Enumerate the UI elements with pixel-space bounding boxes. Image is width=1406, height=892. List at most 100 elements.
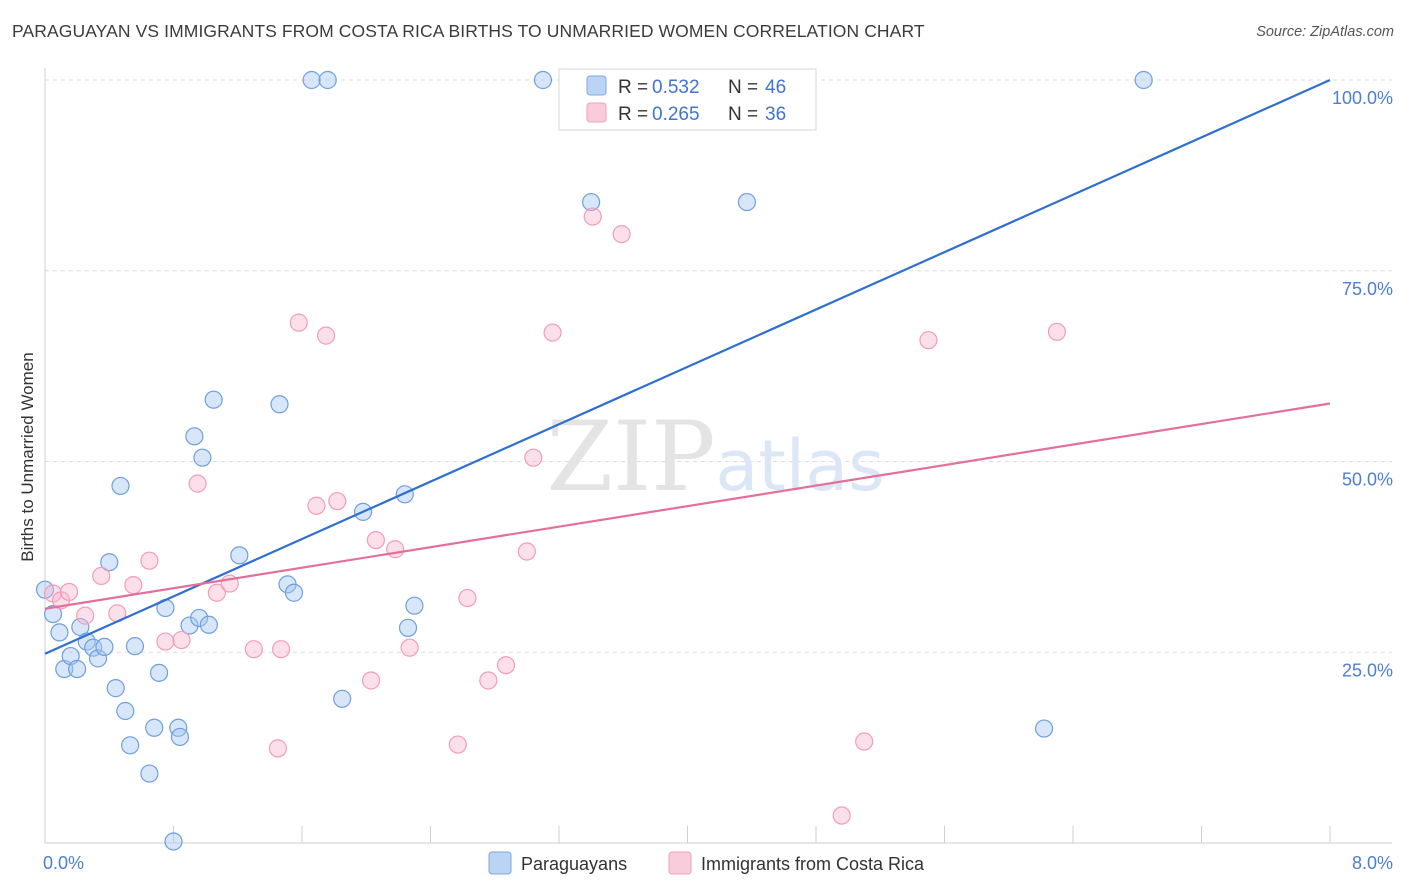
point-paraguayans-41 bbox=[533, 70, 553, 90]
point-paraguayans-44 bbox=[1034, 719, 1054, 738]
point-costa-rica-35 bbox=[919, 331, 938, 350]
point-costa-rica-15 bbox=[272, 640, 291, 659]
legend-n-value-2: 36 bbox=[765, 104, 786, 125]
point-paraguayans-27 bbox=[193, 448, 212, 467]
legend-n-label-2: N = bbox=[728, 104, 758, 125]
trend-lines bbox=[44, 78, 1331, 655]
bottom-legend-label-paraguayans: Paraguayans bbox=[521, 854, 627, 874]
point-paraguayans-31 bbox=[270, 395, 289, 414]
chart-source: Source: ZipAtlas.com bbox=[1256, 24, 1394, 40]
legend-n-value-1: 46 bbox=[765, 77, 786, 98]
trend-line-paraguayans bbox=[44, 78, 1331, 655]
point-paraguayans-15 bbox=[121, 736, 140, 755]
point-costa-rica-30 bbox=[543, 323, 562, 342]
y-tick-label-0: 25.0% bbox=[1342, 660, 1393, 680]
point-paraguayans-24 bbox=[180, 616, 199, 635]
bottom-legend-swatch-paraguayans bbox=[488, 851, 512, 875]
point-costa-rica-22 bbox=[386, 540, 405, 559]
point-costa-rica-2 bbox=[59, 582, 79, 602]
bottom-legend-swatch-costa-rica bbox=[668, 851, 692, 875]
axes bbox=[44, 68, 1392, 844]
legend-r-label-2: R = bbox=[618, 104, 648, 125]
legend-r-value-2: 0.265 bbox=[652, 104, 700, 125]
point-paraguayans-33 bbox=[284, 583, 304, 602]
x-tick-label-0: 0.0% bbox=[43, 853, 84, 873]
point-costa-rica-3 bbox=[76, 606, 95, 625]
point-paraguayans-30 bbox=[230, 546, 249, 565]
point-costa-rica-24 bbox=[448, 735, 467, 754]
point-paraguayans-17 bbox=[140, 764, 159, 783]
point-paraguayans-26 bbox=[190, 608, 209, 628]
point-paraguayans-39 bbox=[398, 618, 418, 637]
point-costa-rica-23 bbox=[400, 638, 419, 657]
legend-swatch-costa-rica bbox=[586, 102, 607, 123]
point-costa-rica-18 bbox=[316, 326, 336, 345]
watermark: ZIP atlas bbox=[546, 401, 884, 513]
point-paraguayans-12 bbox=[106, 679, 125, 698]
x-tick-label-1: 8.0% bbox=[1352, 853, 1393, 873]
point-paraguayans-14 bbox=[116, 701, 135, 721]
point-costa-rica-4 bbox=[92, 566, 111, 586]
point-costa-rica-14 bbox=[268, 739, 288, 758]
point-costa-rica-21 bbox=[366, 530, 385, 550]
legend: R = 0.532 N = 46 R = 0.265 N = 36 bbox=[558, 68, 817, 131]
point-costa-rica-32 bbox=[612, 225, 631, 244]
point-paraguayans-13 bbox=[111, 476, 130, 496]
point-paraguayans-18 bbox=[145, 718, 164, 737]
point-paraguayans-23 bbox=[170, 727, 190, 747]
point-costa-rica-8 bbox=[156, 632, 175, 651]
point-paraguayans-42 bbox=[582, 192, 601, 212]
point-paraguayans-5 bbox=[68, 659, 87, 679]
point-costa-rica-7 bbox=[140, 551, 159, 570]
watermark-zip: ZIP bbox=[546, 401, 715, 513]
point-paraguayans-10 bbox=[95, 637, 114, 657]
point-paraguayans-16 bbox=[125, 637, 145, 656]
point-costa-rica-34 bbox=[855, 732, 874, 751]
point-paraguayans-25 bbox=[185, 427, 204, 446]
point-costa-rica-27 bbox=[496, 656, 516, 675]
point-costa-rica-29 bbox=[524, 448, 543, 467]
point-paraguayans-19 bbox=[149, 663, 169, 682]
legend-r-label-1: R = bbox=[618, 77, 648, 98]
point-paraguayans-28 bbox=[199, 615, 218, 634]
point-costa-rica-10 bbox=[188, 474, 207, 493]
point-paraguayans-29 bbox=[204, 390, 223, 409]
point-paraguayans-45 bbox=[1134, 70, 1153, 90]
watermark-atlas: atlas bbox=[715, 425, 884, 507]
point-costa-rica-25 bbox=[458, 588, 477, 608]
data-points bbox=[35, 70, 1153, 851]
x-tick-labels: 0.0% 8.0% bbox=[43, 853, 1393, 873]
point-paraguayans-9 bbox=[88, 649, 108, 668]
gridlines bbox=[45, 79, 1392, 653]
legend-swatch-paraguayans bbox=[586, 75, 607, 96]
point-paraguayans-35 bbox=[318, 70, 337, 90]
point-costa-rica-6 bbox=[124, 576, 143, 595]
legend-n-label-1: N = bbox=[728, 77, 758, 98]
y-tick-label-3: 100.0% bbox=[1332, 88, 1393, 108]
point-costa-rica-33 bbox=[832, 806, 851, 825]
point-paraguayans-34 bbox=[302, 70, 321, 90]
point-costa-rica-11 bbox=[207, 583, 226, 602]
point-costa-rica-26 bbox=[479, 671, 498, 690]
point-paraguayans-22 bbox=[169, 718, 188, 737]
bottom-legend-label-costa-rica: Immigrants from Costa Rica bbox=[701, 854, 925, 874]
chart-title: PARAGUAYAN VS IMMIGRANTS FROM COSTA RICA… bbox=[12, 21, 925, 41]
point-costa-rica-31 bbox=[583, 207, 602, 226]
point-paraguayans-21 bbox=[164, 832, 183, 851]
point-paraguayans-11 bbox=[100, 553, 119, 572]
point-costa-rica-16 bbox=[289, 313, 308, 332]
y-tick-label-1: 50.0% bbox=[1342, 470, 1393, 490]
bottom-legend: Paraguayans Immigrants from Costa Rica bbox=[488, 851, 925, 875]
legend-r-value-1: 0.532 bbox=[652, 77, 700, 98]
point-paraguayans-43 bbox=[737, 192, 757, 212]
point-paraguayans-2 bbox=[50, 623, 69, 642]
y-tick-label-2: 75.0% bbox=[1342, 279, 1393, 299]
trend-line-costa-rica bbox=[44, 402, 1331, 610]
point-paraguayans-1 bbox=[43, 604, 63, 624]
point-costa-rica-17 bbox=[307, 496, 326, 515]
point-costa-rica-28 bbox=[517, 542, 536, 561]
point-paraguayans-40 bbox=[405, 596, 424, 615]
point-costa-rica-19 bbox=[328, 492, 347, 511]
point-costa-rica-9 bbox=[172, 630, 191, 650]
